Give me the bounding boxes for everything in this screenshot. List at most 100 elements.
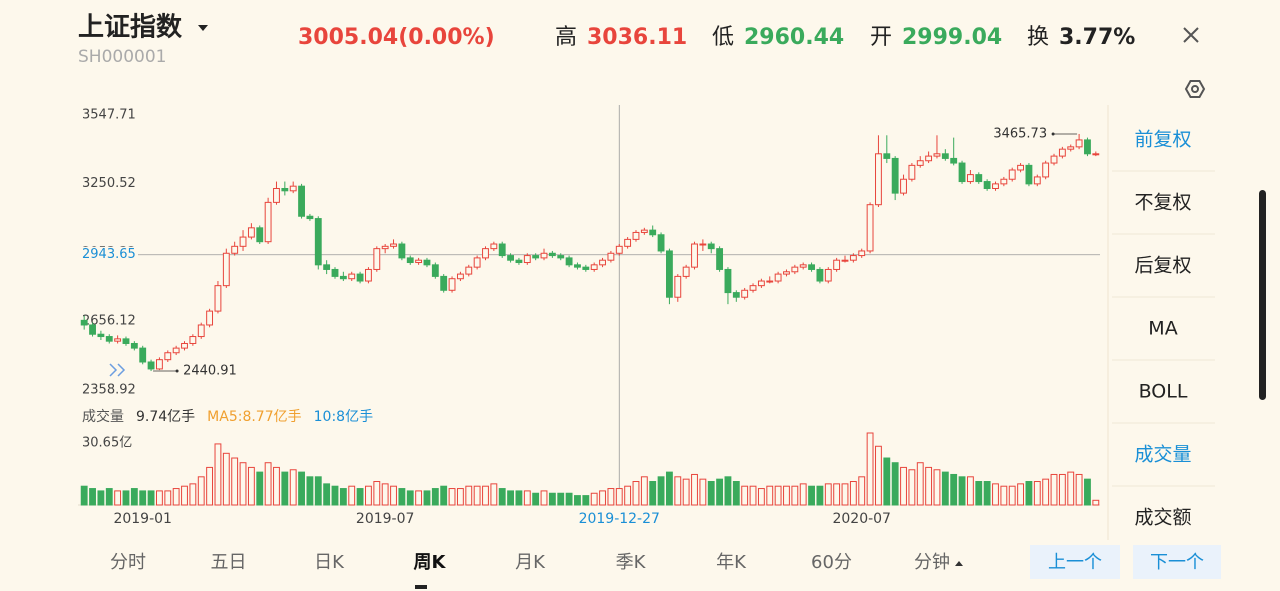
- scroll-hint[interactable]: [109, 363, 126, 377]
- tab[interactable]: 分钟: [914, 552, 950, 573]
- volume-bar: [699, 478, 707, 506]
- candle-body: [624, 238, 632, 247]
- candle-body: [448, 278, 456, 291]
- prev-button-label[interactable]: 上一个: [1048, 552, 1102, 573]
- candle-body: [197, 324, 205, 338]
- volume-bar: [114, 490, 122, 506]
- volume-bar: [181, 485, 188, 506]
- close-button[interactable]: [1183, 27, 1199, 43]
- volume-legend: 9.74亿手: [136, 409, 195, 425]
- volume-bar: [1058, 473, 1066, 506]
- candle-body: [482, 248, 489, 259]
- dropdown-arrow[interactable]: [198, 25, 208, 31]
- candle-body: [866, 204, 874, 252]
- candle-body: [640, 229, 648, 233]
- volume-bar: [247, 466, 255, 506]
- candle-body: [615, 245, 623, 254]
- candle-body: [114, 338, 122, 342]
- volume-bar: [415, 490, 423, 506]
- price: 3005.04(0.00%): [298, 25, 495, 50]
- volume-bar: [381, 483, 389, 506]
- candle-body: [331, 268, 339, 277]
- candle-body: [264, 201, 272, 243]
- candle-body: [891, 157, 899, 194]
- next-button[interactable]: [1133, 545, 1221, 579]
- candle-body: [172, 347, 180, 354]
- volume-bar: [356, 488, 364, 506]
- stat-value: 3036.11: [587, 25, 687, 50]
- volume-bar: [875, 445, 882, 506]
- menu-item[interactable]: 成交量: [1134, 444, 1191, 466]
- crosshair-date: 2019-12-27: [579, 511, 660, 527]
- stat-value: 3.77%: [1059, 25, 1135, 50]
- candle-body: [540, 252, 548, 259]
- volume-bar: [883, 457, 891, 506]
- tab[interactable]: 月K: [515, 552, 546, 573]
- menu-item[interactable]: 后复权: [1134, 255, 1191, 277]
- volume-bar: [122, 490, 130, 506]
- candle-body: [1084, 139, 1091, 155]
- menu-item[interactable]: MA: [1148, 318, 1177, 340]
- candle-body: [632, 231, 640, 240]
- index-name[interactable]: 上证指数: [78, 13, 183, 43]
- crosshair-value: 2943.65: [82, 247, 136, 262]
- scrollbar[interactable]: [1259, 190, 1266, 400]
- volume-bar: [791, 485, 799, 506]
- candle-body: [657, 234, 665, 252]
- next-button-label[interactable]: 下一个: [1150, 552, 1204, 573]
- candle-body: [766, 280, 774, 283]
- candle-body: [941, 153, 949, 159]
- tab[interactable]: 年K: [716, 552, 747, 573]
- volume-bar: [89, 488, 96, 506]
- volume-bar: [440, 485, 448, 506]
- candle-body: [732, 292, 740, 298]
- candle-body: [1025, 164, 1033, 185]
- candle-body: [89, 324, 96, 335]
- candle-body: [256, 227, 264, 243]
- volume-bar: [749, 485, 757, 506]
- candle-body: [925, 155, 933, 162]
- volume-bar: [1000, 485, 1008, 506]
- tab[interactable]: 60分: [811, 552, 852, 573]
- volume-bar: [172, 488, 180, 506]
- volume-bar: [339, 488, 347, 506]
- volume-bar: [833, 483, 841, 506]
- candle-body: [314, 218, 322, 266]
- volume-bar: [941, 471, 949, 506]
- volume-bar: [1092, 499, 1100, 506]
- candle-body: [273, 187, 280, 203]
- candle-body: [875, 153, 882, 206]
- crosshair-label-bg: [80, 246, 138, 263]
- tab[interactable]: 日K: [314, 552, 345, 573]
- prev-button[interactable]: [1030, 545, 1120, 579]
- stat-label: 高: [555, 25, 577, 50]
- tab[interactable]: 季K: [616, 552, 647, 573]
- candle-body: [548, 252, 556, 257]
- candle-body: [849, 255, 857, 261]
- candle-body: [749, 285, 757, 291]
- settings-icon[interactable]: [1184, 80, 1206, 98]
- tab-indicator: [415, 585, 427, 589]
- tab-dropdown-arrow[interactable]: [955, 561, 963, 566]
- tab[interactable]: 周K: [414, 552, 447, 573]
- candle-body: [992, 183, 999, 189]
- volume-bar: [256, 471, 264, 506]
- y-tick-label: 3250.52: [82, 176, 136, 191]
- menu-item[interactable]: 前复权: [1134, 129, 1191, 151]
- candle-body: [490, 243, 498, 250]
- candle-body: [281, 187, 289, 192]
- candle-body: [841, 259, 849, 262]
- tab[interactable]: 分时: [110, 552, 146, 573]
- menu-item[interactable]: 不复权: [1134, 192, 1191, 214]
- volume-bar: [398, 488, 406, 506]
- menu-item[interactable]: 成交额: [1134, 507, 1191, 529]
- tab[interactable]: 五日: [211, 552, 247, 573]
- volume-bar: [490, 483, 498, 506]
- min-label: 2440.91: [183, 364, 237, 379]
- candle-body: [582, 266, 590, 270]
- candle-body: [757, 280, 765, 287]
- volume-bar: [189, 483, 197, 506]
- menu-item[interactable]: BOLL: [1139, 381, 1188, 403]
- candle-body: [908, 164, 916, 180]
- candle-body: [699, 243, 707, 246]
